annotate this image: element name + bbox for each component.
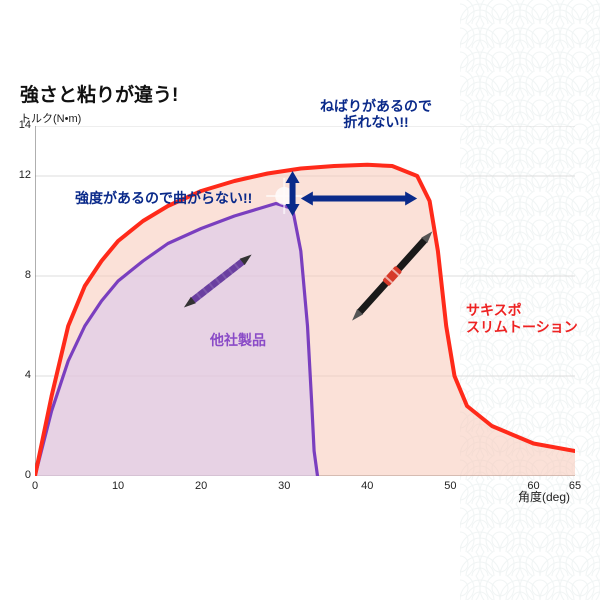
series-label-purple: 他社製品 [210, 330, 266, 350]
annotation-top: ねばりがあるので折れない!! [320, 98, 432, 130]
x-tick: 60 [521, 480, 545, 492]
x-tick: 50 [438, 480, 462, 492]
x-tick: 30 [272, 480, 296, 492]
x-tick: 0 [23, 480, 47, 492]
x-tick: 65 [563, 480, 587, 492]
x-tick: 40 [355, 480, 379, 492]
y-tick: 8 [9, 269, 31, 281]
y-tick: 14 [9, 119, 31, 131]
chart-area [35, 126, 575, 476]
y-tick: 4 [9, 369, 31, 381]
page-title: 強さと粘りが違う! [20, 80, 178, 107]
series-label-red: サキスポスリムトーション [466, 302, 578, 336]
annotation-mid: 強度があるので曲がらない!! [75, 190, 252, 206]
x-tick: 20 [189, 480, 213, 492]
y-tick: 12 [9, 169, 31, 181]
x-tick: 10 [106, 480, 130, 492]
